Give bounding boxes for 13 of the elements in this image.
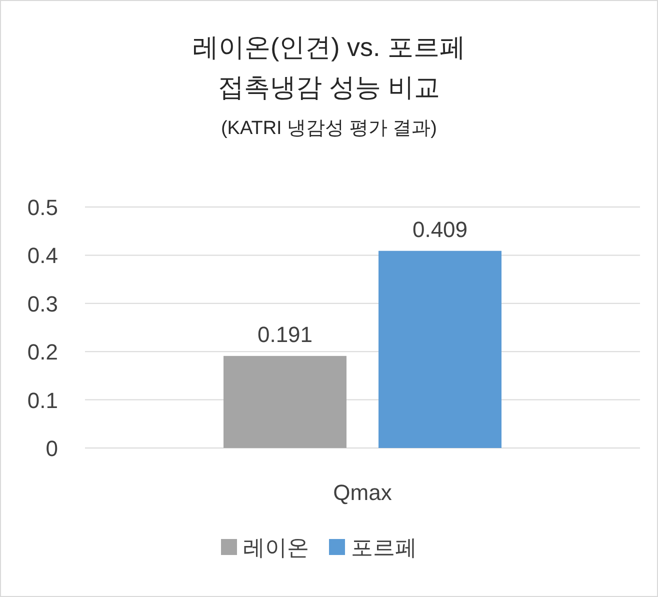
x-tick-label: Qmax [333,480,392,505]
y-tick-label: 0 [46,436,58,461]
y-tick-label: 0.5 [27,195,58,220]
y-tick-label: 0.4 [27,243,58,268]
chart-subtitle: (KATRI 냉감성 평가 결과) [220,118,438,139]
legend-label: 포르페 [351,535,417,560]
chart-title: 레이온(인견) vs. 포르페 접촉냉감 성능 비교 [192,32,466,102]
data-label: 0.191 [257,322,313,347]
data-label: 0.409 [412,216,468,242]
y-tick-label: 0.1 [27,388,58,413]
legend-label: 레이온 [243,535,309,560]
y-tick-label: 0.3 [27,291,58,316]
y-tick-label: 0.2 [27,340,58,365]
